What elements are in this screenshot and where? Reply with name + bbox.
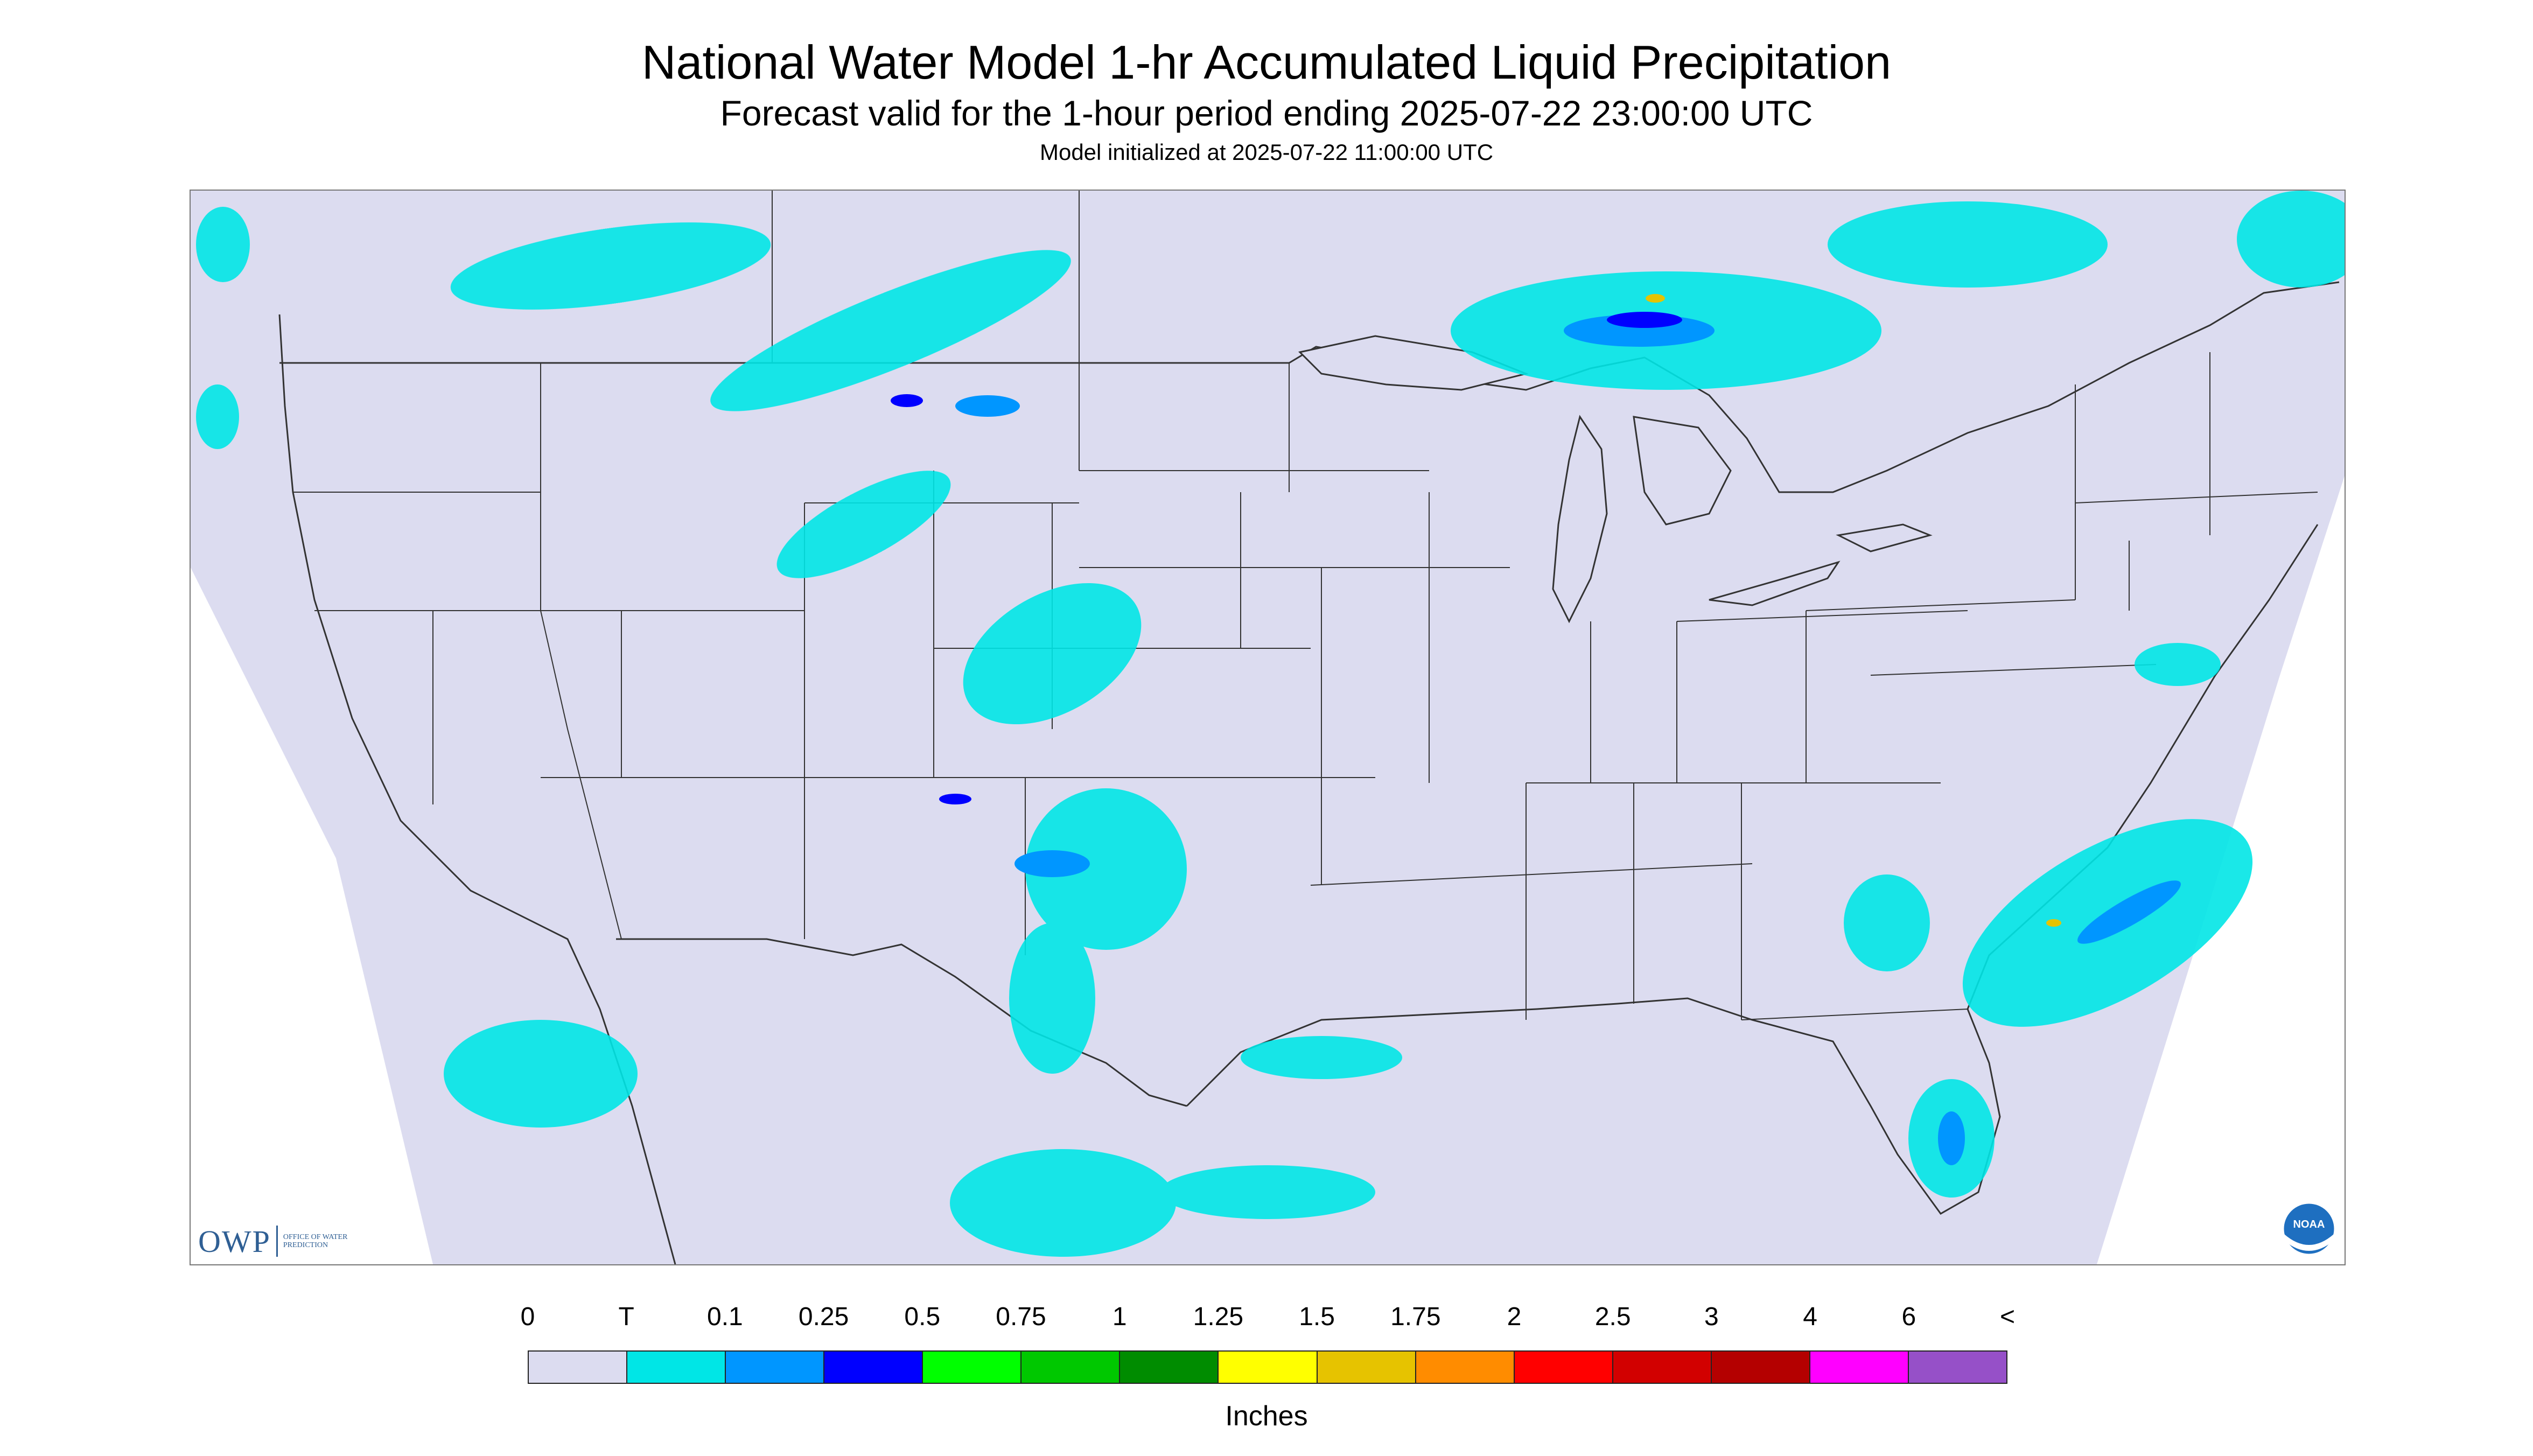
legend-swatch bbox=[1317, 1352, 1416, 1383]
owp-logo: OWP OFFICE OF WATER PREDICTION bbox=[198, 1222, 353, 1260]
legend-swatch bbox=[1711, 1352, 1810, 1383]
legend-swatch bbox=[923, 1352, 1022, 1383]
legend-swatch bbox=[1613, 1352, 1712, 1383]
legend-tick-label: 3 bbox=[1704, 1303, 1719, 1331]
forecast-valid-subtitle: Forecast valid for the 1-hour period end… bbox=[720, 93, 1813, 133]
legend-tick-label: < bbox=[1999, 1303, 2016, 1331]
legend-tick-label: 0.75 bbox=[996, 1303, 1046, 1331]
precip-trace bbox=[196, 191, 2345, 1257]
legend-tick-label: 0 bbox=[520, 1303, 535, 1331]
legend-swatch bbox=[1514, 1352, 1613, 1383]
model-domain bbox=[191, 191, 2345, 1264]
legend-units: Inches bbox=[1225, 1401, 1308, 1432]
legend-swatch bbox=[726, 1352, 825, 1383]
legend-swatch bbox=[1120, 1352, 1219, 1383]
legend-tick-label: 4 bbox=[1803, 1303, 1817, 1331]
legend-swatch bbox=[529, 1352, 628, 1383]
legend-tick-label: 6 bbox=[1901, 1303, 1916, 1331]
model-init-line: Model initialized at 2025-07-22 11:00:00… bbox=[1039, 139, 1494, 165]
precipitation-map bbox=[190, 190, 2346, 1265]
legend-swatch bbox=[1908, 1352, 2006, 1383]
lake-ontario bbox=[1836, 523, 1933, 552]
legend-tick-label: 0.5 bbox=[904, 1303, 941, 1331]
legend-swatch bbox=[1021, 1352, 1121, 1383]
lake-michigan bbox=[1552, 415, 1608, 624]
legend-swatch bbox=[1219, 1352, 1318, 1383]
legend-tick-labels: 0 T 0.1 0.25 0.5 0.75 1 1.25 1.5 1.75 2 2.5 3 4 6 < bbox=[521, 1302, 2015, 1334]
legend-tick-label: 1.5 bbox=[1299, 1303, 1335, 1331]
owp-logo-subtext: OFFICE OF WATER PREDICTION bbox=[283, 1233, 348, 1249]
legend-tick-label: 2 bbox=[1507, 1303, 1522, 1331]
precip-very-heavy bbox=[1646, 294, 2061, 927]
lake-superior bbox=[1298, 335, 1529, 391]
gulf-coastline bbox=[1186, 524, 2319, 1215]
map-title: National Water Model 1-hr Accumulated Li… bbox=[641, 36, 1892, 89]
legend-tick-label: 1.75 bbox=[1390, 1303, 1441, 1331]
legend-tick-label: T bbox=[618, 1303, 634, 1331]
legend-swatch bbox=[1810, 1352, 1909, 1383]
noaa-logo-text: NOAA bbox=[2293, 1219, 2325, 1230]
mexico-border bbox=[616, 938, 1187, 1107]
precip-heavy bbox=[891, 312, 1682, 804]
legend-tick-label: 1 bbox=[1112, 1303, 1127, 1331]
lake-erie bbox=[1709, 561, 1841, 606]
legend-tick-label: 2.5 bbox=[1594, 1303, 1631, 1331]
owp-logo-text: OWP bbox=[198, 1223, 271, 1259]
precipitation-legend bbox=[528, 1350, 2007, 1384]
lake-huron bbox=[1633, 416, 1732, 526]
legend-tick-label: 1.25 bbox=[1193, 1303, 1244, 1331]
legend-tick-label: 0.1 bbox=[707, 1303, 743, 1331]
legend-swatch bbox=[824, 1352, 923, 1383]
legend-swatch bbox=[1416, 1352, 1515, 1383]
legend-tick-label: 0.25 bbox=[798, 1303, 849, 1331]
noaa-logo: NOAA bbox=[2282, 1202, 2336, 1256]
legend-swatch bbox=[627, 1352, 726, 1383]
owp-logo-divider bbox=[276, 1226, 278, 1257]
